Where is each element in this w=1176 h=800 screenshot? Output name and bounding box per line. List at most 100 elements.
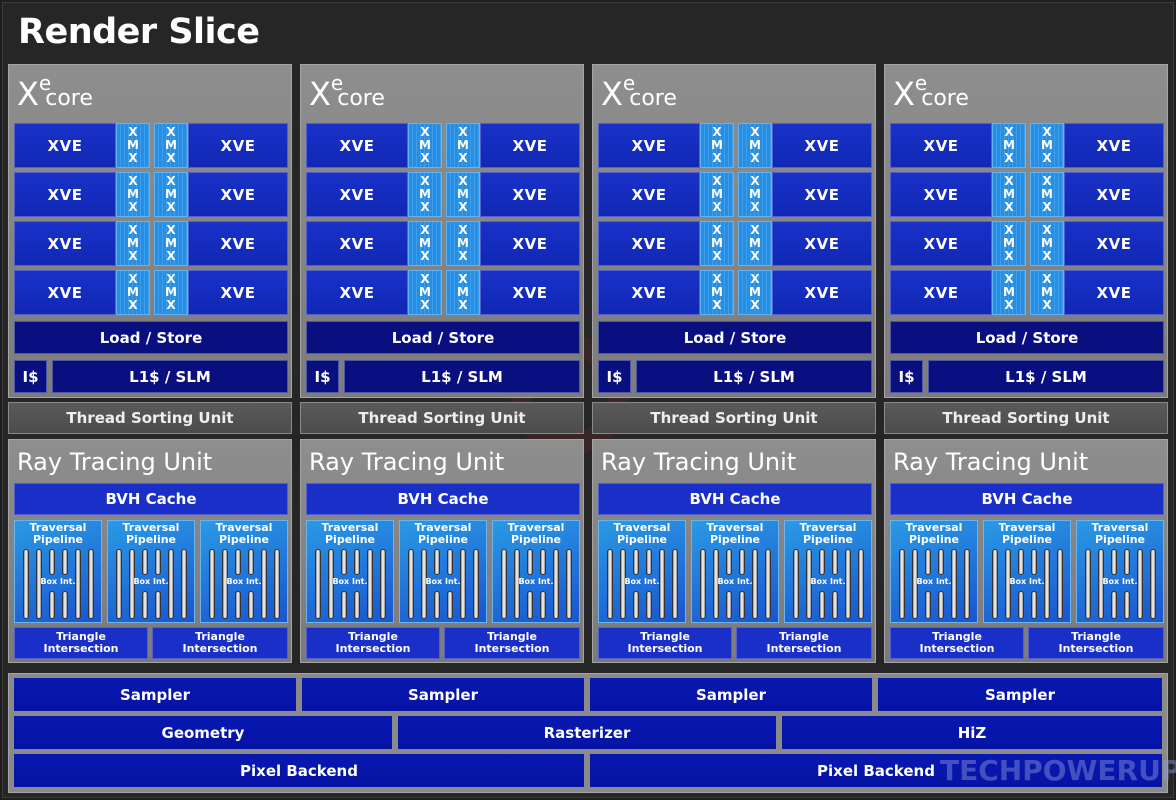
xmx-letter: X bbox=[458, 223, 468, 237]
box-intersection-label: Box Int. bbox=[810, 577, 846, 586]
xmx-letter: M bbox=[1041, 236, 1053, 250]
xmx-block: X M X bbox=[738, 270, 772, 315]
xve-block: XVE bbox=[480, 172, 580, 217]
pipeline-bar-icon bbox=[633, 549, 639, 575]
traversal-pipeline-label: Traversal Pipeline bbox=[692, 522, 778, 546]
traversal-pipeline-label: Traversal Pipeline bbox=[108, 522, 194, 546]
pipeline-bar-icon bbox=[858, 549, 864, 619]
xmx-letter: X bbox=[458, 151, 468, 165]
traversal-label-line: Pipeline bbox=[126, 533, 176, 546]
pipeline-bar-icon bbox=[367, 549, 373, 619]
xmx-block: X M X bbox=[1030, 123, 1064, 168]
xve-block: XVE bbox=[188, 270, 288, 315]
box-intersection-label: Box Int. bbox=[1009, 577, 1045, 586]
pipeline-bar-icon bbox=[49, 591, 55, 619]
triangle-intersection-block: Triangle Intersection bbox=[736, 627, 872, 659]
thread-sorting-unit: Thread Sorting Unit bbox=[300, 402, 584, 434]
techpowerup-watermark: TECHPOWERUP bbox=[940, 754, 1176, 787]
xmx-letter: M bbox=[1041, 285, 1053, 299]
pixel-backend-block: Pixel Backend bbox=[590, 754, 1162, 787]
xmx-letter: M bbox=[457, 285, 469, 299]
xe-core-label-e: e bbox=[914, 71, 928, 95]
xmx-letter: X bbox=[750, 249, 760, 263]
triangle-intersection-block: Triangle Intersection bbox=[890, 627, 1024, 659]
pipeline-bar-icon bbox=[672, 549, 678, 619]
pipeline-bar-icon bbox=[765, 549, 771, 619]
xmx-block: X M X bbox=[992, 123, 1026, 168]
pipeline-bar-icon bbox=[248, 591, 254, 619]
xe-core-panel: Xecore XVE X M X X M X XVE XVE X M bbox=[8, 64, 292, 398]
pipeline-bar-icon bbox=[832, 591, 838, 619]
ray-tracing-unit-label: Ray Tracing Unit bbox=[893, 448, 1089, 476]
ray-tracing-unit-panel: Ray Tracing Unit BVH Cache Traversal Pip… bbox=[884, 439, 1168, 663]
l1-slm-block: L1$ / SLM bbox=[928, 360, 1164, 393]
triangle-label-line: Triangle bbox=[932, 630, 982, 643]
pipeline-bar-icon bbox=[62, 549, 68, 575]
xmx-block: X M X bbox=[116, 123, 150, 168]
ray-tracing-unit-panel: Ray Tracing Unit BVH Cache Traversal Pip… bbox=[300, 439, 584, 663]
traversal-label-line: Pipeline bbox=[219, 533, 269, 546]
pipeline-bar-icon bbox=[501, 549, 507, 619]
pipeline-bar-icon bbox=[607, 549, 613, 619]
traversal-pipeline-label: Traversal Pipeline bbox=[15, 522, 101, 546]
ray-tracing-unit-label: Ray Tracing Unit bbox=[309, 448, 505, 476]
traversal-pipeline-label: Traversal Pipeline bbox=[599, 522, 685, 546]
l1-slm-block: L1$ / SLM bbox=[636, 360, 872, 393]
xve-row: XVE X M X X M X XVE bbox=[598, 123, 872, 168]
xve-block: XVE bbox=[1064, 123, 1164, 168]
xe-core-panel: Xecore XVE X M X X M X XVE XVE X M bbox=[592, 64, 876, 398]
sampler-block: Sampler bbox=[590, 678, 872, 711]
xmx-letter: X bbox=[420, 298, 430, 312]
xve-block: XVE bbox=[480, 270, 580, 315]
triangle-intersection-block: Triangle Intersection bbox=[444, 627, 580, 659]
xmx-block: X M X bbox=[700, 123, 734, 168]
xve-block: XVE bbox=[14, 172, 116, 217]
xmx-letter: X bbox=[166, 151, 176, 165]
pipeline-bar-icon bbox=[540, 591, 546, 619]
traversal-label-line: Traversal bbox=[215, 521, 273, 534]
pipeline-bar-icon bbox=[752, 549, 758, 619]
traversal-pipeline-block: Traversal Pipeline Box Int. bbox=[890, 520, 978, 623]
xmx-letter: M bbox=[165, 285, 177, 299]
xmx-letter: M bbox=[165, 138, 177, 152]
xmx-letter: X bbox=[750, 200, 760, 214]
xve-block: XVE bbox=[306, 270, 408, 315]
pipeline-bar-icon bbox=[129, 549, 135, 619]
xmx-letter: M bbox=[749, 138, 761, 152]
traversal-label-line: Pipeline bbox=[909, 533, 959, 546]
load-store-block: Load / Store bbox=[598, 321, 872, 354]
pipeline-bar-icon bbox=[793, 549, 799, 619]
xmx-letter: X bbox=[1042, 174, 1052, 188]
xve-row: XVE X M X X M X XVE bbox=[306, 123, 580, 168]
pipeline-bar-icon bbox=[36, 549, 42, 619]
xmx-letter: X bbox=[1004, 272, 1014, 286]
xve-block: XVE bbox=[1064, 221, 1164, 266]
pipeline-bar-icon bbox=[1005, 549, 1011, 619]
xmx-block: X M X bbox=[446, 221, 480, 266]
pipeline-bar-icon bbox=[845, 549, 851, 619]
traversal-pipeline-block: Traversal Pipeline Box Int. bbox=[492, 520, 580, 623]
triangle-label-line: Triangle bbox=[195, 630, 245, 643]
xve-block: XVE bbox=[772, 221, 872, 266]
traversal-label-line: Pipeline bbox=[511, 533, 561, 546]
xve-block: XVE bbox=[890, 123, 992, 168]
xe-core-label-e: e bbox=[38, 71, 52, 95]
triangle-intersection-block: Triangle Intersection bbox=[1028, 627, 1164, 659]
xmx-letter: X bbox=[128, 272, 138, 286]
triangle-label-line: Intersection bbox=[474, 642, 550, 655]
bvh-cache-block: BVH Cache bbox=[890, 483, 1164, 515]
xmx-block: X M X bbox=[446, 123, 480, 168]
ray-tracing-unit-panel: Ray Tracing Unit BVH Cache Traversal Pip… bbox=[8, 439, 292, 663]
xve-block: XVE bbox=[1064, 270, 1164, 315]
triangle-label-line: Triangle bbox=[56, 630, 106, 643]
triangle-label-line: Intersection bbox=[182, 642, 258, 655]
pixel-backend-block: Pixel Backend bbox=[14, 754, 584, 787]
pipeline-bar-icon bbox=[222, 549, 228, 619]
xmx-block: X M X bbox=[408, 221, 442, 266]
pipeline-bar-icon bbox=[447, 549, 453, 575]
pipeline-bar-icon bbox=[1124, 591, 1130, 619]
xmx-letter: X bbox=[1004, 298, 1014, 312]
xmx-letter: X bbox=[712, 125, 722, 139]
pipeline-bar-icon bbox=[408, 549, 414, 619]
pipeline-bar-icon bbox=[235, 549, 241, 575]
